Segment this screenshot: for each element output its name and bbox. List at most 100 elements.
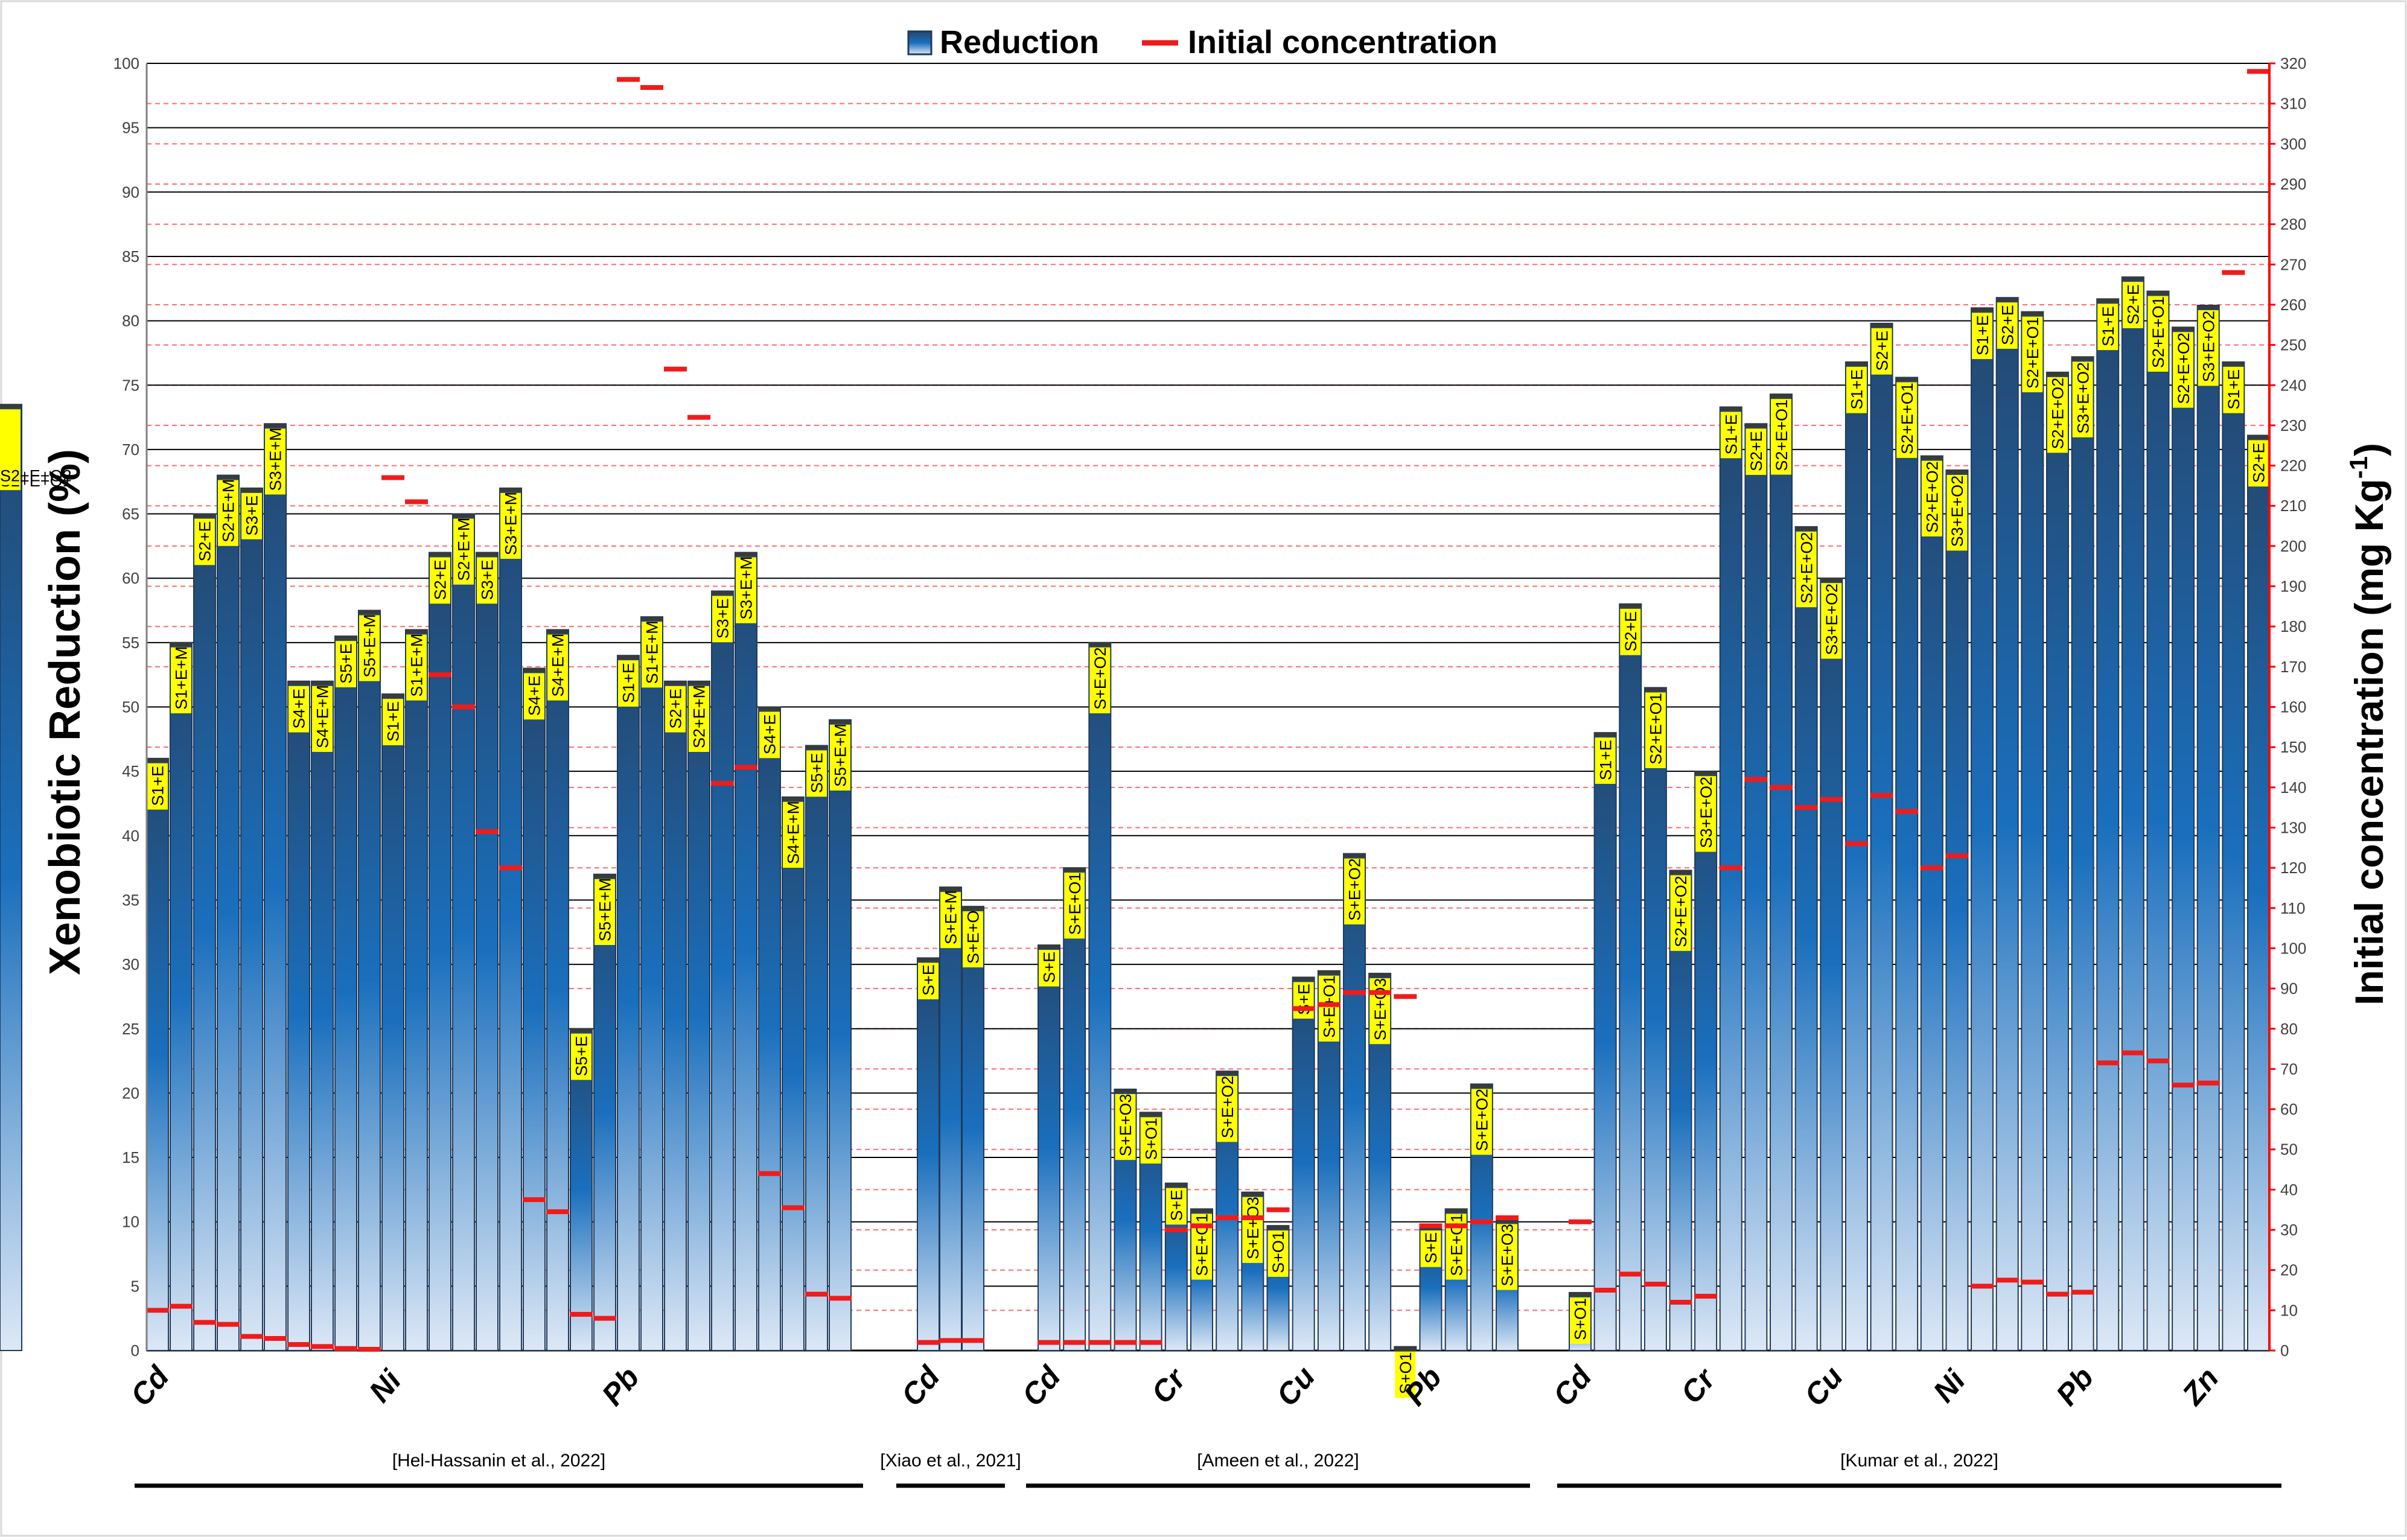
y-tick-right-16: 160 [2280,698,2306,716]
bar-label-bg-58 [1720,412,1741,459]
bar-label-63: S1+E [1848,369,1866,410]
bar-label-18: S5+E [573,1036,591,1077]
y-tick-right-14: 140 [2280,778,2306,797]
bar-27 [782,796,805,1352]
bar-label-65: S2+E+O1 [1898,383,1916,454]
bar-label-6: S4+E [290,689,308,729]
bar-71 [2045,371,2069,1351]
bar-cap-33 [1038,945,1060,949]
y-tick-left-4: 20 [122,1084,139,1102]
bar-58 [1719,406,1742,1351]
bar-label-bg-63 [1846,366,1867,413]
bar-label-bg-17 [547,634,568,701]
bar-cap-36 [1114,1089,1137,1093]
bar-label-bg-29 [830,724,850,791]
bar-66 [1920,455,1943,1352]
bar-cap-11 [406,629,427,634]
y-tick-right-30: 300 [2280,135,2306,153]
y-tick-right-17: 170 [2280,658,2306,676]
bar-0 [146,757,169,1351]
legend-initial-label: Initial concentration [1188,24,1497,60]
bar-label-1: S1+E+M [173,646,191,710]
bars [0,276,2270,1352]
bar-cap-21 [641,617,663,621]
bar-75 [2146,290,2170,1351]
bar-label-bg-10 [383,699,403,745]
bar-label-81: S2+E+O2 [0,467,72,485]
bar-label-71: S2+E+O2 [2049,378,2067,450]
bar-label-bg-67 [1946,475,1968,551]
bar-32 [961,906,984,1351]
bar-cap-81 [0,404,22,409]
y-tick-left-5: 25 [122,1020,139,1038]
y-tick-right-0: 0 [2280,1341,2289,1360]
bar-label-bg-35 [1089,647,1111,714]
y-tick-left-10: 50 [122,698,139,716]
y-tick-right-9: 90 [2280,979,2298,998]
bar-label-62: S3+E+O2 [1823,584,1841,655]
y-tick-left-2: 10 [122,1213,139,1231]
bar-label-25: S3+E+M [738,556,756,620]
bar-label-bg-64 [1871,328,1892,375]
bar-label-14: S3+E [479,560,497,600]
bar-label-bg-59 [1745,428,1767,476]
bar-label-19: S5+E+M [596,878,614,941]
bar-label-bg-5 [265,428,285,495]
bar-cap-16 [523,668,545,672]
bar-label-bg-47 [1395,1351,1416,1398]
bar-label-bg-48 [1420,1230,1441,1267]
y-tick-left-19: 95 [122,119,139,137]
bar-cap-59 [1745,424,1767,428]
bar-cap-47 [1394,1346,1417,1351]
bar-2 [193,513,216,1351]
y-tick-right-10: 100 [2280,939,2306,957]
y-tick-right-18: 180 [2280,617,2306,635]
bar-cap-31 [940,887,961,891]
bar-14 [476,552,499,1351]
bar-28 [805,745,828,1351]
bar-label-bg-52 [1570,1297,1590,1344]
bar-cap-25 [735,552,757,556]
bar-cap-74 [2122,277,2144,281]
y-tick-left-18: 90 [122,183,139,201]
bar-11 [405,629,428,1351]
bar-72 [2071,356,2094,1351]
bar-label-bg-75 [2147,296,2169,372]
bar-label-75: S2+E+O1 [2149,296,2167,368]
bar-label-bg-13 [453,518,474,585]
bar-cap-72 [2071,357,2094,361]
legend: Reduction Initial concentration [907,24,1497,60]
y-tick-right-26: 260 [2280,296,2306,314]
bar-label-bg-55 [1645,692,1666,768]
bar-16 [523,667,546,1351]
bar-cap-46 [1369,973,1391,978]
bar-label-bg-19 [595,879,615,945]
bar-cap-76 [2172,327,2195,331]
bar-label-bg-72 [2072,361,2093,438]
bar-label-33: S+E [1041,952,1059,983]
bar-cap-17 [547,629,569,634]
bar-73 [2096,298,2120,1351]
bar-label-46: S+E+O3 [1371,978,1389,1041]
bar-label-bg-74 [2122,282,2143,328]
bar-label-bg-12 [430,557,450,604]
bar-cap-7 [311,681,333,685]
bar-cap-62 [1820,578,1843,582]
bar-label-bg-24 [712,596,733,643]
bar-30 [917,957,940,1352]
bar-31 [939,886,962,1351]
y-tick-right-5: 50 [2280,1141,2298,1159]
bar-label-24: S3+E [714,599,732,639]
bar-cap-32 [962,906,984,911]
bar-cap-70 [2021,311,2044,316]
bar-label-57: S3+E+O2 [1697,777,1715,848]
bar-cap-52 [1569,1293,1591,1297]
y-tick-left-11: 55 [122,634,139,652]
bar-label-bg-14 [477,557,497,604]
bar-19 [593,873,616,1352]
y-tick-right-2: 20 [2280,1261,2298,1279]
bar-label-bg-20 [618,660,639,707]
bar-label-54: S2+E [1622,611,1640,652]
bar-label-bg-26 [759,711,780,759]
